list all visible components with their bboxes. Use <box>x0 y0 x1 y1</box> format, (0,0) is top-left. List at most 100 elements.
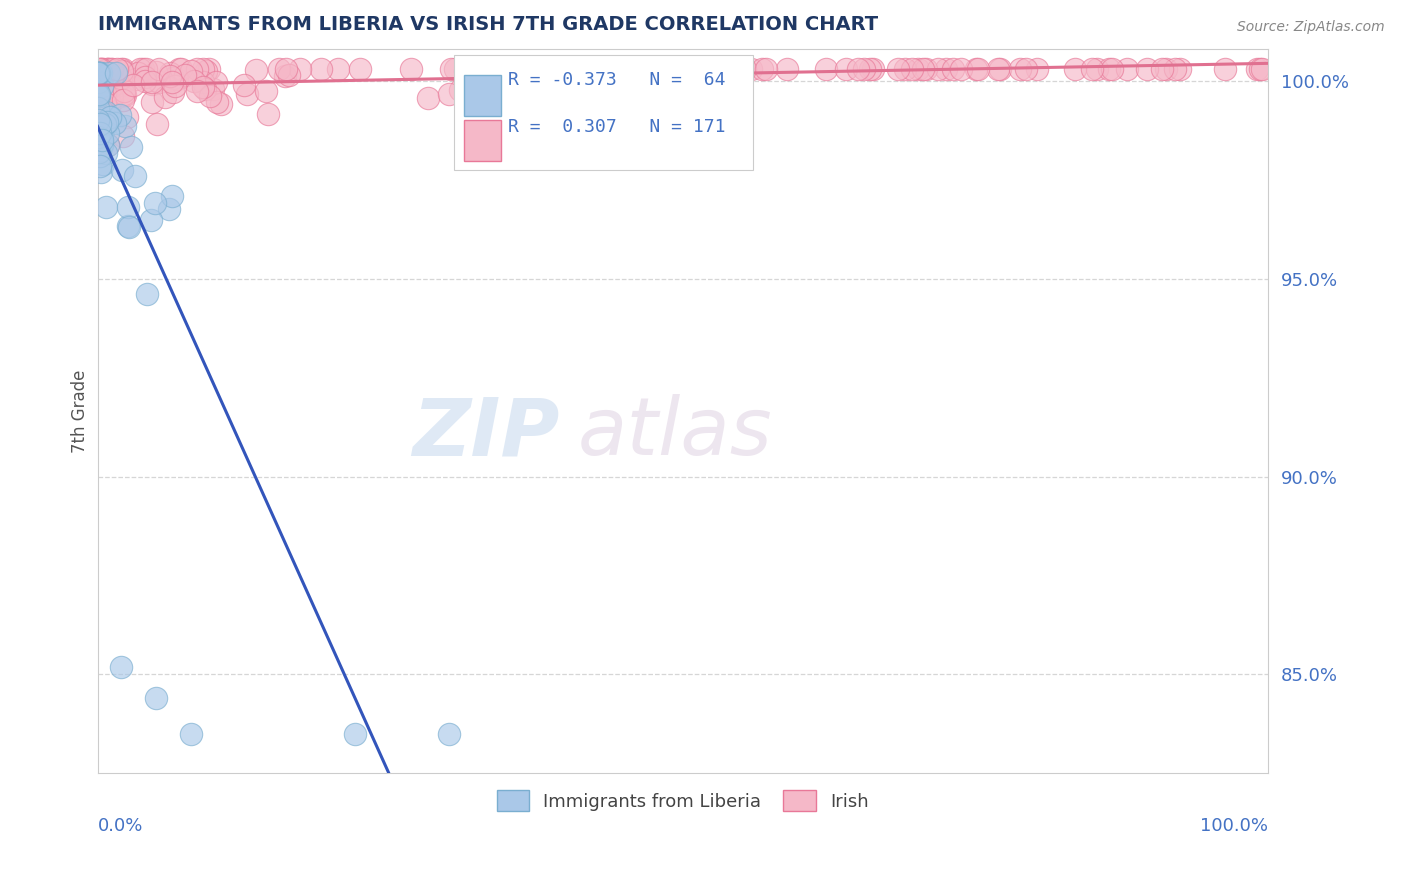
Point <box>343 726 366 740</box>
Point <box>97 66 120 80</box>
Point <box>124 169 146 183</box>
Point <box>96 104 118 119</box>
Point <box>198 62 221 77</box>
Point <box>1152 62 1174 77</box>
Point <box>162 71 184 86</box>
Text: 0.0%: 0.0% <box>97 816 143 835</box>
Point <box>87 90 110 104</box>
Point <box>734 62 756 77</box>
Point <box>114 87 136 102</box>
Point <box>582 62 605 77</box>
Point <box>157 202 180 217</box>
Point <box>87 103 110 117</box>
Point <box>145 64 167 78</box>
Point <box>966 62 988 77</box>
Point <box>288 62 311 77</box>
Point <box>114 84 136 98</box>
Point <box>89 66 111 80</box>
Point <box>98 110 121 124</box>
Point <box>186 62 208 77</box>
Point <box>1015 62 1038 77</box>
Point <box>195 63 218 78</box>
Point <box>180 63 202 78</box>
Point <box>100 111 122 125</box>
Point <box>1154 62 1177 77</box>
Point <box>1116 62 1139 77</box>
Point <box>454 63 477 78</box>
Point <box>87 66 110 80</box>
Point <box>91 62 114 77</box>
Point <box>111 62 134 77</box>
Point <box>886 62 908 77</box>
Text: R =  0.307   N = 171: R = 0.307 N = 171 <box>508 119 725 136</box>
Point <box>87 71 110 86</box>
Point <box>101 91 124 105</box>
Point <box>159 65 181 79</box>
Point <box>87 116 110 130</box>
Point <box>583 62 606 77</box>
Point <box>988 62 1011 77</box>
Point <box>89 89 111 103</box>
Point <box>153 89 176 103</box>
Point <box>846 62 869 77</box>
Point <box>87 66 110 80</box>
Point <box>198 88 221 103</box>
Point <box>620 62 643 77</box>
Point <box>91 95 114 110</box>
Point <box>110 659 132 673</box>
Point <box>97 137 120 152</box>
Point <box>86 119 108 133</box>
Point <box>91 133 114 147</box>
Point <box>91 67 114 81</box>
Point <box>87 66 110 80</box>
Point <box>1081 62 1104 77</box>
Point <box>87 62 110 77</box>
Point <box>132 62 155 77</box>
Legend: Immigrants from Liberia, Irish: Immigrants from Liberia, Irish <box>489 783 876 819</box>
Point <box>87 87 110 102</box>
Point <box>101 78 124 93</box>
Point <box>115 110 138 124</box>
Point <box>907 62 929 77</box>
Point <box>90 139 112 153</box>
Point <box>311 62 333 77</box>
Point <box>579 62 602 77</box>
Point <box>101 62 124 77</box>
Point <box>87 101 110 115</box>
Point <box>1164 62 1187 77</box>
Point <box>740 62 762 77</box>
FancyBboxPatch shape <box>464 120 502 161</box>
Text: R = -0.373   N =  64: R = -0.373 N = 64 <box>508 71 725 89</box>
Point <box>89 62 111 77</box>
Point <box>141 95 163 109</box>
Point <box>146 117 169 131</box>
Point <box>859 62 882 77</box>
Point <box>814 62 837 77</box>
Point <box>987 62 1010 77</box>
Point <box>183 74 205 88</box>
Point <box>91 124 114 138</box>
Point <box>565 62 588 77</box>
Point <box>91 128 114 142</box>
Point <box>399 62 422 77</box>
Point <box>1064 62 1087 77</box>
Point <box>160 188 183 202</box>
Point <box>110 71 132 86</box>
Point <box>437 726 460 740</box>
Point <box>463 78 485 93</box>
Point <box>173 68 195 82</box>
Point <box>1025 62 1047 77</box>
Point <box>87 66 110 80</box>
Point <box>141 213 163 227</box>
Point <box>180 726 202 740</box>
Point <box>721 62 744 77</box>
Point <box>1246 62 1268 77</box>
Point <box>87 145 110 160</box>
Point <box>90 106 112 120</box>
Point <box>87 115 110 129</box>
Point <box>90 165 112 179</box>
Point <box>547 62 569 77</box>
Point <box>118 219 141 234</box>
Point <box>349 62 371 77</box>
Point <box>1098 62 1121 77</box>
